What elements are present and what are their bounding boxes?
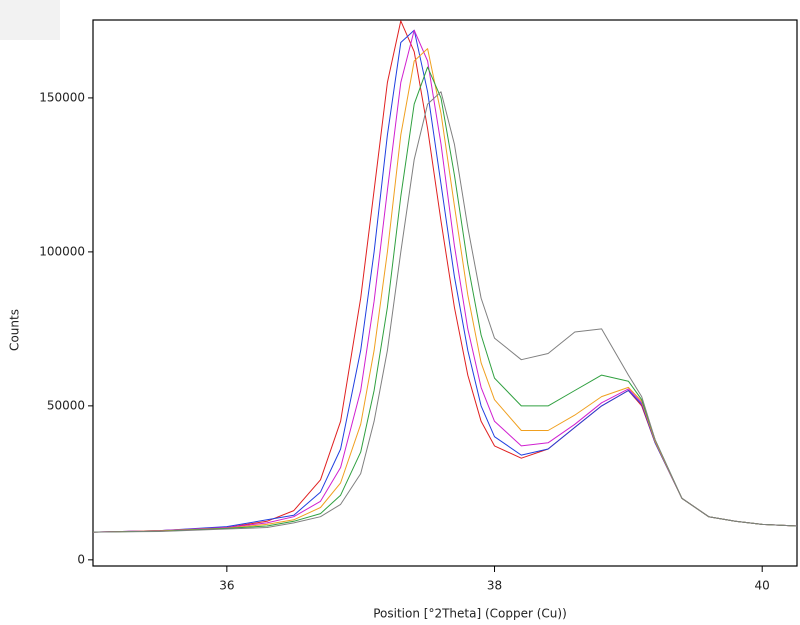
y-tick-label: 100000	[39, 244, 85, 258]
x-tick-label: 40	[755, 579, 770, 593]
y-tick-label: 0	[77, 552, 85, 566]
plot-frame	[92, 19, 798, 567]
x-tick-label: 38	[487, 579, 502, 593]
data-line	[93, 91, 797, 533]
x-axis-title: Position [°2Theta] (Copper (Cu))	[373, 607, 567, 621]
corner-panel	[0, 0, 60, 40]
y-axis-title: Counts	[8, 309, 22, 351]
x-tick-label: 36	[219, 579, 234, 593]
series-group	[93, 20, 797, 533]
data-line	[93, 29, 797, 533]
y-tick-label: 150000	[39, 90, 85, 104]
y-tick-label: 50000	[47, 398, 85, 412]
data-line	[93, 48, 797, 533]
